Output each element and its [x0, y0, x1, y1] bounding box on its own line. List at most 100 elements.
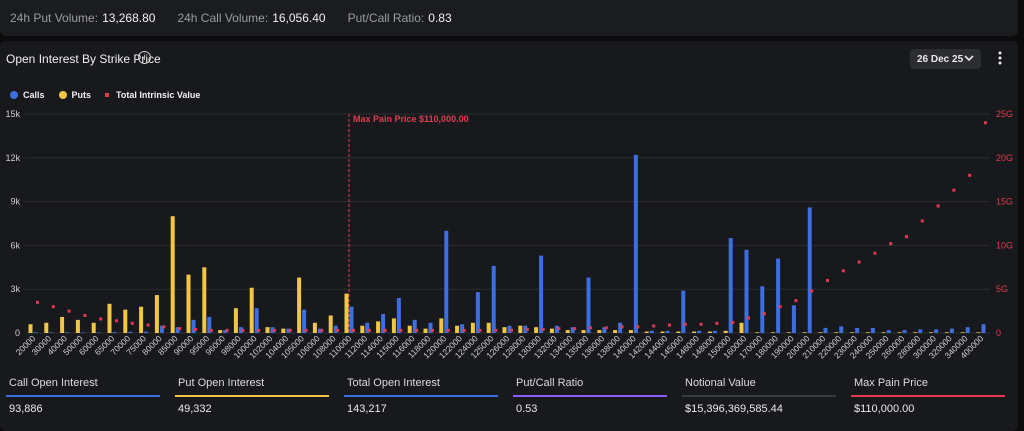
footer-stat: Total Open Interest 143,217: [338, 373, 498, 423]
put-bar: [881, 332, 886, 333]
intrinsic-point: [652, 324, 656, 328]
intrinsic-point: [873, 251, 877, 255]
put-bar: [233, 308, 238, 333]
legend-intrinsic[interactable]: Total Intrinsic Value: [105, 90, 200, 100]
put-bar: [139, 306, 144, 333]
put-bar: [597, 330, 602, 333]
intrinsic-point: [462, 328, 466, 332]
max-pain-label: Max Pain Price $110,000.00: [353, 114, 469, 124]
intrinsic-point: [604, 326, 608, 330]
put-bar: [249, 287, 254, 333]
intrinsic-point: [446, 328, 450, 332]
put-bar: [929, 332, 934, 333]
intrinsic-point: [573, 327, 577, 331]
intrinsic-point: [273, 328, 276, 332]
summary-footer: Call Open Interest 93,886 Put Open Interes…: [0, 373, 1018, 423]
legend-puts-label: Puts: [71, 90, 92, 100]
put-bar: [44, 322, 49, 333]
footer-stat-label: Put/Call Ratio: [516, 377, 584, 389]
call-bar: [412, 319, 417, 333]
intrinsic-point: [778, 305, 782, 309]
put-bar: [739, 322, 744, 333]
call-bar: [460, 324, 465, 333]
intrinsic-point: [241, 328, 245, 332]
call-bar: [396, 297, 401, 333]
y-tick-label: 6k: [10, 240, 20, 250]
intrinsic-point: [336, 328, 340, 332]
call-bar: [728, 238, 733, 333]
call-bar: [886, 330, 891, 333]
call-bar: [365, 322, 370, 333]
y2-tick-label: 5G: [996, 284, 1008, 294]
footer-stat-value: 143,217: [347, 403, 387, 415]
call-bar: [144, 331, 149, 333]
intrinsic-point: [557, 327, 561, 331]
put-bar: [170, 216, 175, 333]
call-bar: [602, 327, 607, 333]
intrinsic-point: [288, 328, 292, 332]
put-bar: [786, 332, 791, 333]
call-bar: [744, 249, 749, 333]
put-bar: [107, 303, 112, 333]
call-bar: [918, 329, 923, 333]
info-icon[interactable]: i: [138, 51, 151, 64]
intrinsic-point: [51, 305, 55, 309]
put-bar: [360, 325, 365, 333]
footer-stat-label: Notional Value: [685, 377, 756, 389]
put-volume-value: 13,268.80: [102, 11, 156, 25]
call-bar: [159, 325, 164, 333]
legend-calls[interactable]: Calls: [10, 90, 45, 100]
put-bar: [202, 267, 207, 333]
put-bar: [218, 330, 223, 333]
intrinsic-point: [936, 204, 940, 208]
y2-tick-label: 10G: [996, 240, 1013, 250]
footer-stat-label: Put Open Interest: [178, 377, 265, 389]
put-bar: [913, 332, 918, 333]
intrinsic-point: [826, 278, 829, 282]
put-bar: [328, 315, 333, 333]
put-bar: [549, 328, 554, 333]
call-bar: [586, 277, 591, 333]
intrinsic-square-icon: [105, 93, 110, 97]
intrinsic-point: [968, 173, 972, 177]
put-bar: [123, 309, 128, 333]
put-bar: [581, 330, 586, 333]
y-tick-label: 3k: [10, 284, 20, 294]
put-bar: [312, 322, 317, 333]
put-bar: [644, 331, 649, 333]
intrinsic-point: [162, 325, 166, 329]
footer-stat-value: $110,000.00: [854, 403, 915, 415]
call-bar: [870, 327, 875, 333]
put-bar: [60, 316, 65, 333]
expiry-date-dropdown[interactable]: 26 Dec 25: [910, 49, 981, 69]
put-bar: [91, 322, 96, 333]
footer-stat-value: 0.53: [516, 403, 538, 415]
call-bar: [554, 325, 559, 333]
put-bar: [344, 293, 349, 333]
footer-stat-value: $15,396,369,585.44: [685, 403, 783, 415]
intrinsic-point: [794, 299, 798, 303]
put-bar: [692, 331, 697, 333]
intrinsic-point: [668, 323, 671, 327]
y-tick-label: 9k: [10, 197, 20, 207]
put-bar: [154, 295, 159, 333]
call-bar: [302, 309, 307, 333]
y2-tick-label: 25G: [996, 109, 1013, 119]
call-bar: [981, 324, 986, 333]
footer-stat-label: Max Pain Price: [854, 377, 928, 389]
call-bar: [507, 325, 512, 333]
call-bar: [855, 327, 860, 333]
put-bar: [834, 332, 839, 333]
intrinsic-point: [431, 328, 434, 332]
more-options-icon[interactable]: [996, 50, 1004, 66]
intrinsic-point: [984, 121, 987, 125]
intrinsic-point: [115, 319, 118, 323]
put-bar: [455, 325, 460, 333]
footer-stat-underline: [513, 395, 667, 397]
put-bar: [28, 324, 33, 333]
put-bar: [470, 322, 475, 333]
legend-puts[interactable]: Puts: [58, 90, 92, 100]
put-bar: [960, 332, 965, 333]
intrinsic-point: [257, 328, 261, 332]
put-bar: [75, 319, 80, 333]
